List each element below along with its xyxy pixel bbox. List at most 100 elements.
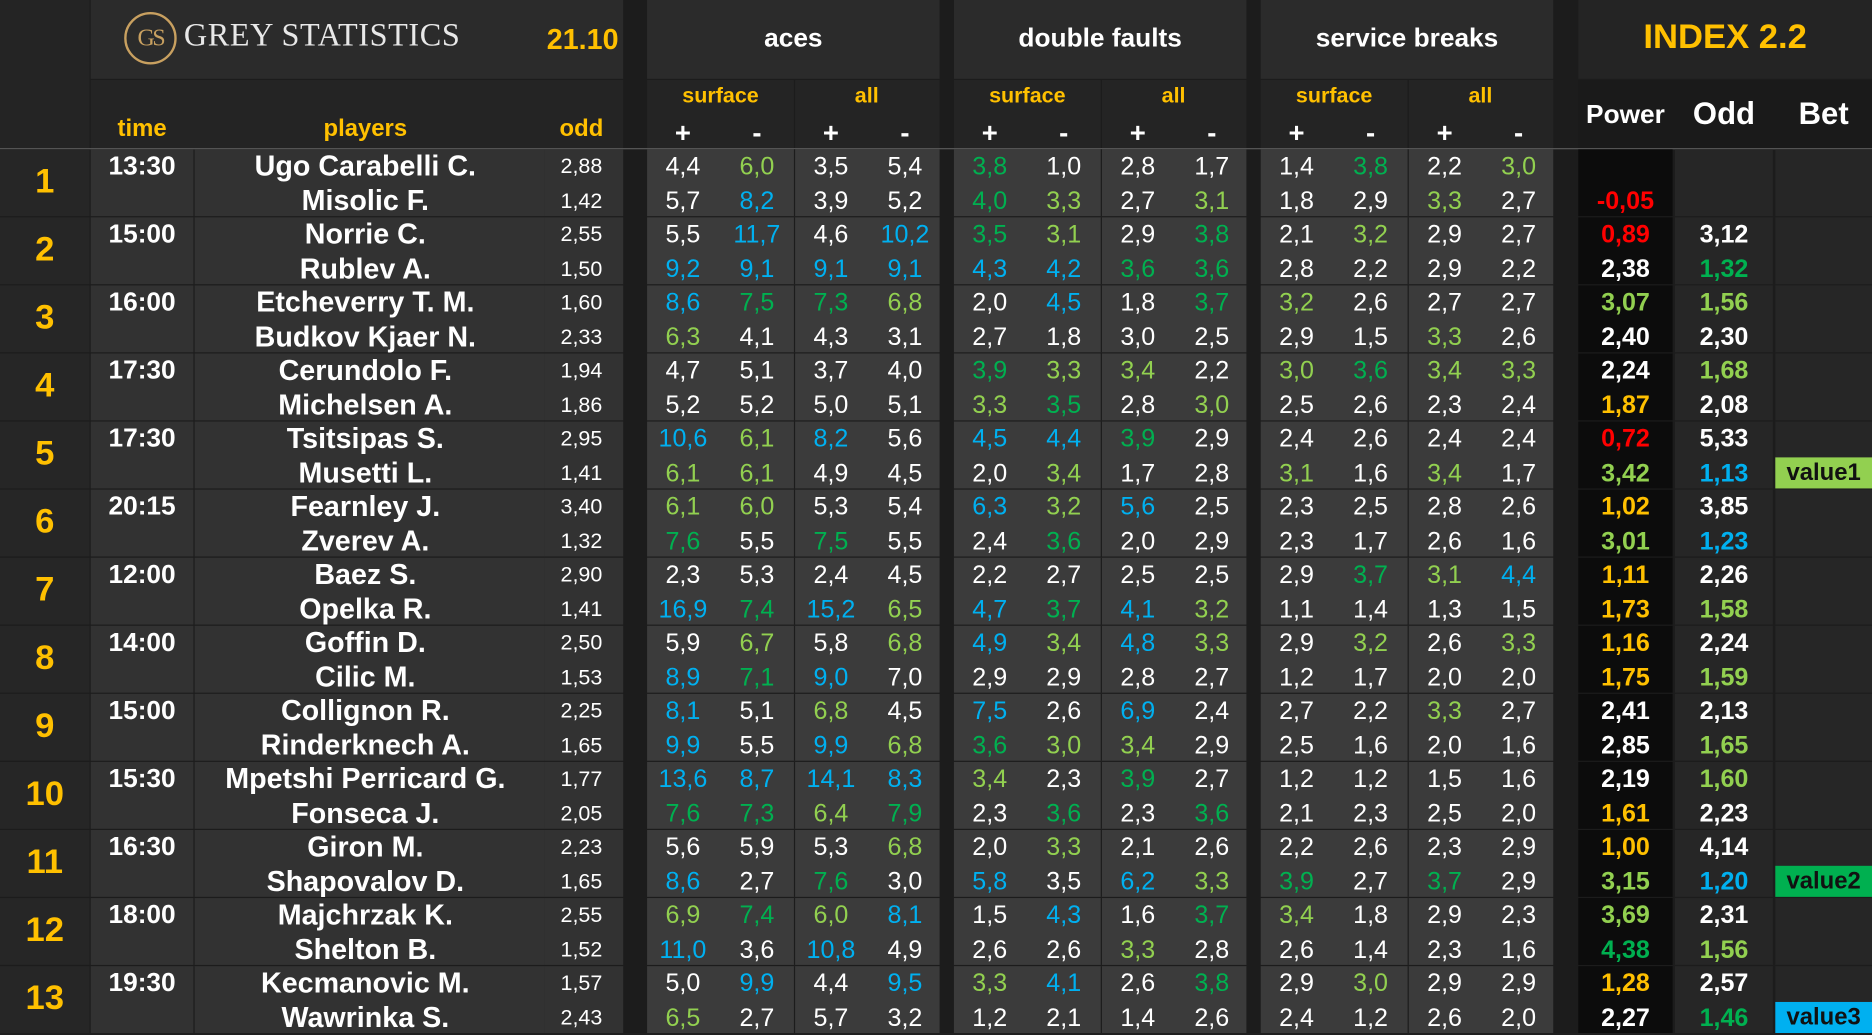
match-number: 8 bbox=[35, 638, 55, 678]
stat-value: 7,5 bbox=[972, 697, 1008, 725]
stat-value: 4,4 bbox=[813, 969, 849, 998]
stat-value: 2,6 bbox=[1194, 1003, 1230, 1032]
stat-value: 5,5 bbox=[887, 527, 923, 555]
stat-value: 3,1 bbox=[1046, 220, 1082, 249]
stats-divider bbox=[793, 625, 796, 693]
stat-value: 2,2 bbox=[972, 561, 1008, 589]
power-value: 2,19 bbox=[1601, 765, 1650, 793]
stat-value: 2,9 bbox=[1279, 969, 1314, 998]
stat-value: 15,2 bbox=[806, 595, 856, 623]
stat-value: 3,0 bbox=[1194, 391, 1230, 419]
odd-cell bbox=[544, 966, 624, 1034]
stat-value: 1,0 bbox=[1046, 152, 1082, 181]
match-number-cell bbox=[0, 421, 90, 489]
bet-cell bbox=[1775, 217, 1872, 285]
stat-value: 8,1 bbox=[665, 697, 701, 725]
stat-value: 2,5 bbox=[1353, 493, 1388, 521]
sub-surface-label: surface bbox=[989, 83, 1066, 108]
stat-value: 2,9 bbox=[1501, 867, 1537, 896]
stat-value: 10,2 bbox=[880, 220, 930, 249]
match-number-cell bbox=[0, 353, 90, 421]
stat-value: 3,1 bbox=[1194, 186, 1230, 215]
stat-value: 3,9 bbox=[1120, 425, 1156, 453]
player-name: Rinderknech A. bbox=[260, 729, 470, 762]
col-players-header: players bbox=[323, 115, 408, 143]
player-name: Baez S. bbox=[314, 558, 417, 592]
stat-value: 2,8 bbox=[1194, 459, 1230, 487]
odd-cell bbox=[544, 625, 624, 693]
stats-divider bbox=[1407, 285, 1409, 353]
time-cell bbox=[90, 761, 194, 829]
stat-value: 2,0 bbox=[972, 833, 1008, 862]
stat-value: 5,5 bbox=[665, 220, 701, 249]
stat-value: 1,4 bbox=[1279, 152, 1314, 181]
player-name: Kecmanovic M. bbox=[261, 967, 470, 1000]
group-subheader-double-faults bbox=[953, 80, 1247, 149]
stat-value: 2,4 bbox=[1279, 425, 1314, 453]
stats-divider bbox=[793, 761, 796, 829]
stat-value: 4,1 bbox=[1120, 595, 1156, 623]
player-odd: 1,32 bbox=[560, 528, 603, 553]
index-odd-value: 1,58 bbox=[1699, 595, 1749, 623]
stat-value: 5,0 bbox=[813, 391, 849, 419]
stats-band bbox=[647, 625, 940, 693]
stats-divider bbox=[793, 285, 796, 353]
stat-value: 3,8 bbox=[1194, 969, 1230, 998]
stat-value: 2,7 bbox=[1046, 561, 1082, 589]
player-name: Mpetshi Perricard G. bbox=[225, 763, 506, 796]
stat-value: 7,6 bbox=[813, 867, 849, 896]
stat-value: 2,6 bbox=[1427, 629, 1463, 657]
stat-value: 6,4 bbox=[813, 799, 849, 827]
power-value: 2,85 bbox=[1601, 731, 1650, 759]
stat-value: 3,4 bbox=[1427, 459, 1463, 487]
stat-value: 6,8 bbox=[887, 833, 923, 862]
power-cell bbox=[1578, 285, 1673, 353]
stats-band bbox=[953, 898, 1247, 965]
stat-value: 1,5 bbox=[1353, 323, 1388, 351]
stats-divider bbox=[793, 898, 796, 965]
power-value: 1,11 bbox=[1601, 561, 1650, 589]
player-name: Musetti L. bbox=[298, 456, 433, 490]
stat-value: 9,1 bbox=[739, 254, 775, 283]
stat-value: 3,4 bbox=[1427, 357, 1463, 385]
stat-value: 3,5 bbox=[1046, 867, 1082, 896]
stat-value: 1,5 bbox=[1427, 765, 1463, 793]
stat-value: 2,4 bbox=[1427, 425, 1463, 453]
stat-value: 2,0 bbox=[1501, 799, 1537, 827]
stat-value: 3,4 bbox=[1120, 357, 1156, 385]
stat-value: 7,5 bbox=[739, 289, 775, 317]
stat-value: 1,4 bbox=[1353, 935, 1388, 964]
stat-value: 1,6 bbox=[1501, 765, 1537, 793]
odd-cell bbox=[544, 217, 624, 285]
stat-value: 3,8 bbox=[972, 152, 1008, 181]
stat-value: 2,0 bbox=[1120, 527, 1156, 555]
stats-divider bbox=[1100, 149, 1102, 217]
col-odd-header: odd bbox=[559, 115, 604, 143]
power-cell bbox=[1578, 693, 1673, 761]
stat-value: 1,4 bbox=[1353, 595, 1388, 623]
stats-divider bbox=[793, 557, 796, 625]
stat-value: 2,3 bbox=[1046, 765, 1082, 793]
match-number: 2 bbox=[35, 230, 55, 269]
stats-band bbox=[647, 149, 940, 217]
group-subheader-aces bbox=[647, 80, 940, 149]
player-odd: 1,53 bbox=[560, 664, 603, 689]
power-cell bbox=[1578, 489, 1673, 557]
odd2-cell bbox=[1675, 898, 1773, 965]
stat-value: 1,6 bbox=[1353, 459, 1388, 487]
stat-value: 2,4 bbox=[1279, 1003, 1314, 1032]
stat-value: 2,3 bbox=[1427, 391, 1463, 419]
bet-cell bbox=[1775, 149, 1872, 217]
stat-value: 2,2 bbox=[1194, 357, 1230, 385]
stat-value: 2,6 bbox=[1353, 425, 1388, 453]
match-number: 7 bbox=[35, 570, 55, 610]
stat-value: 7,6 bbox=[665, 799, 701, 827]
stat-value: 3,4 bbox=[1046, 629, 1082, 657]
date-label: 21.10 bbox=[546, 23, 619, 57]
player-name: Tsitsipas S. bbox=[286, 422, 444, 455]
power-cell bbox=[1578, 557, 1673, 625]
stat-value: 1,7 bbox=[1120, 459, 1156, 487]
power-cell bbox=[1578, 761, 1673, 829]
stats-divider bbox=[1100, 966, 1102, 1034]
stat-value: 3,0 bbox=[887, 867, 923, 896]
